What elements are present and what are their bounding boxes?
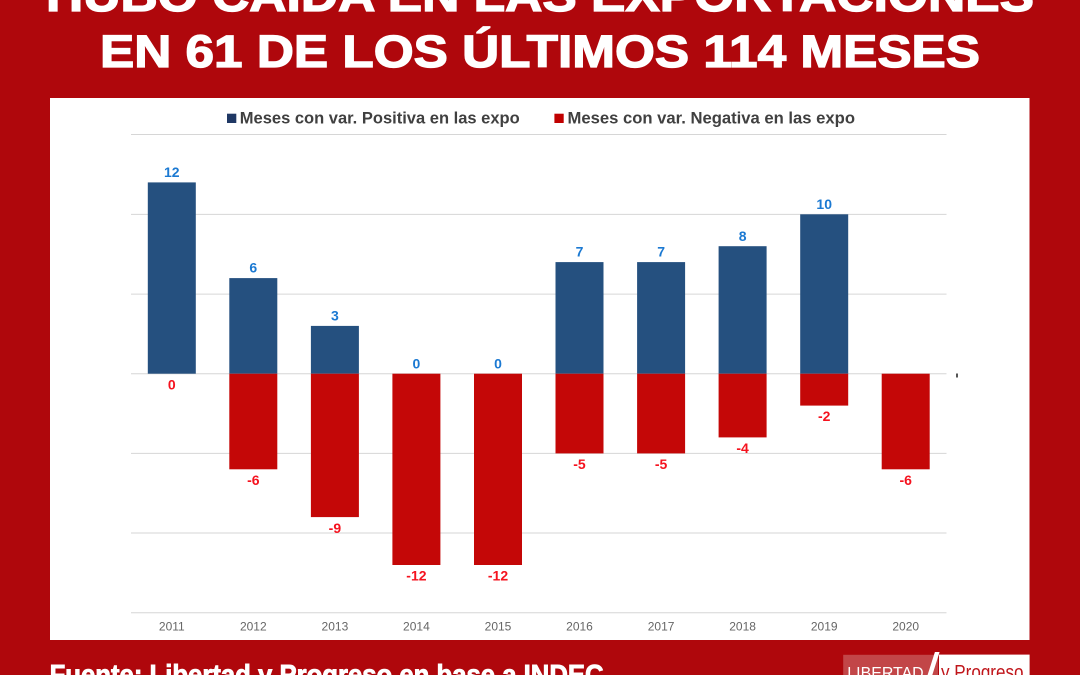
svg-text:0: 0 bbox=[168, 376, 176, 392]
svg-text:8: 8 bbox=[739, 228, 747, 244]
svg-text:LIBERTAD: LIBERTAD bbox=[847, 663, 923, 675]
svg-text:y Progreso: y Progreso bbox=[941, 662, 1024, 675]
svg-text:2019: 2019 bbox=[811, 620, 838, 634]
svg-text:-6: -6 bbox=[899, 472, 912, 488]
svg-text:0: 0 bbox=[494, 355, 502, 371]
svg-text:-12: -12 bbox=[406, 568, 426, 584]
svg-text:2016: 2016 bbox=[566, 620, 593, 634]
svg-text:-2: -2 bbox=[818, 408, 831, 424]
svg-text:Meses con var. Positiva en las: Meses con var. Positiva en las expo bbox=[240, 109, 520, 128]
svg-text:0: 0 bbox=[413, 355, 421, 371]
svg-text:2015: 2015 bbox=[485, 620, 512, 634]
svg-text:-9: -9 bbox=[329, 520, 342, 536]
svg-text:6: 6 bbox=[249, 260, 257, 276]
svg-text:-6: -6 bbox=[247, 472, 260, 488]
svg-text:2018: 2018 bbox=[729, 620, 756, 634]
svg-text:2012: 2012 bbox=[240, 620, 267, 634]
svg-text:Meses con var. Negativa en las: Meses con var. Negativa en las expo bbox=[568, 109, 856, 128]
svg-text:-4: -4 bbox=[736, 440, 749, 456]
svg-text:EN 61 DE LOS ÚLTIMOS 114 MESES: EN 61 DE LOS ÚLTIMOS 114 MESES bbox=[100, 26, 980, 77]
svg-text:7: 7 bbox=[657, 244, 665, 260]
svg-text:10: 10 bbox=[816, 196, 832, 212]
svg-text:12: 12 bbox=[164, 164, 180, 180]
svg-text:3: 3 bbox=[331, 308, 339, 324]
svg-text:Fuente: Libertad y Progreso en: Fuente: Libertad y Progreso en base a IN… bbox=[50, 659, 604, 675]
svg-text:2013: 2013 bbox=[322, 620, 349, 634]
svg-text:2020: 2020 bbox=[892, 620, 919, 634]
svg-text:2017: 2017 bbox=[648, 620, 675, 634]
svg-text:2014: 2014 bbox=[403, 620, 430, 634]
svg-text:-12: -12 bbox=[488, 568, 508, 584]
svg-text:-5: -5 bbox=[655, 456, 668, 472]
svg-text:7: 7 bbox=[576, 244, 584, 260]
svg-text:-5: -5 bbox=[573, 456, 586, 472]
svg-text:HUBO CAÍDA EN LAS EXPORTACIONE: HUBO CAÍDA EN LAS EXPORTACIONES bbox=[46, 0, 1034, 21]
svg-text:2011: 2011 bbox=[159, 620, 185, 634]
